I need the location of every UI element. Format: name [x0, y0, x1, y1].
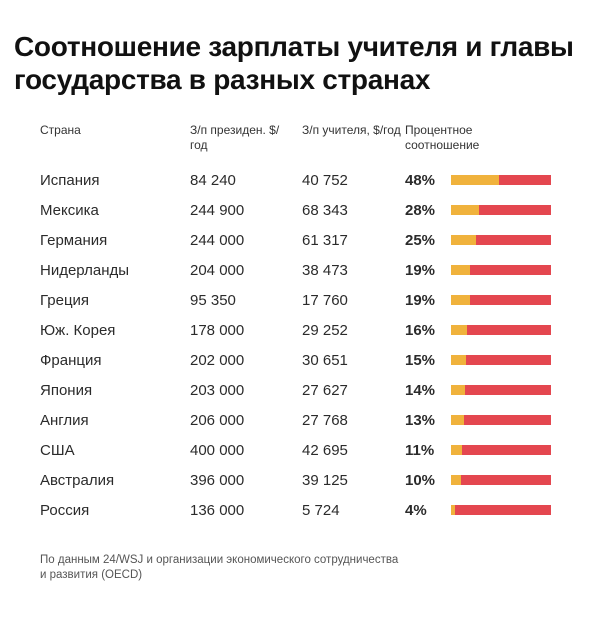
president-salary-cell: 244 900	[190, 202, 245, 219]
header-country: Страна	[40, 123, 81, 137]
percent-cell: 10%	[405, 472, 436, 489]
president-salary-cell: 95 350	[190, 292, 236, 309]
ratio-bar-fill	[451, 175, 499, 185]
president-salary-cell: 400 000	[190, 442, 245, 459]
country-cell: Мексика	[40, 202, 99, 219]
teacher-salary-cell: 27 768	[302, 412, 348, 429]
teacher-salary-cell: 40 752	[302, 172, 348, 189]
table-row: Мексика 244 900 68 343 28%	[0, 196, 590, 226]
country-cell: Греция	[40, 292, 90, 309]
percent-cell: 16%	[405, 322, 436, 339]
ratio-bar	[451, 475, 551, 485]
ratio-bar-fill	[451, 205, 479, 215]
percent-cell: 19%	[405, 262, 436, 279]
ratio-bar	[451, 265, 551, 275]
country-cell: Россия	[40, 502, 90, 519]
table-row: Австралия 396 000 39 125 10%	[0, 466, 590, 496]
ratio-bar-fill	[451, 505, 455, 515]
president-salary-cell: 204 000	[190, 262, 245, 279]
ratio-bar	[451, 415, 551, 425]
ratio-bar	[451, 205, 551, 215]
ratio-bar-fill	[451, 265, 470, 275]
country-cell: Германия	[40, 232, 108, 249]
country-cell: Австралия	[40, 472, 115, 489]
table-row: Япония 203 000 27 627 14%	[0, 376, 590, 406]
percent-cell: 19%	[405, 292, 436, 309]
table-row: Франция 202 000 30 651 15%	[0, 346, 590, 376]
ratio-bar	[451, 505, 551, 515]
teacher-salary-cell: 38 473	[302, 262, 348, 279]
ratio-bar	[451, 235, 551, 245]
teacher-salary-cell: 5 724	[302, 502, 340, 519]
ratio-bar-fill	[451, 355, 466, 365]
president-salary-cell: 178 000	[190, 322, 245, 339]
table-row: Греция 95 350 17 760 19%	[0, 286, 590, 316]
table-row: Германия 244 000 61 317 25%	[0, 226, 590, 256]
teacher-salary-cell: 68 343	[302, 202, 348, 219]
ratio-bar	[451, 175, 551, 185]
percent-cell: 25%	[405, 232, 436, 249]
percent-cell: 11%	[405, 442, 435, 459]
country-cell: Испания	[40, 172, 100, 189]
table-row: Юж. Корея 178 000 29 252 16%	[0, 316, 590, 346]
teacher-salary-cell: 39 125	[302, 472, 348, 489]
percent-cell: 48%	[405, 172, 436, 189]
president-salary-cell: 244 000	[190, 232, 245, 249]
country-cell: Франция	[40, 352, 102, 369]
chart-title: Соотношение зарплаты учителя и главы гос…	[14, 31, 574, 95]
country-cell: США	[40, 442, 75, 459]
teacher-salary-cell: 29 252	[302, 322, 348, 339]
ratio-bar	[451, 295, 551, 305]
teacher-salary-cell: 61 317	[302, 232, 348, 249]
president-salary-cell: 203 000	[190, 382, 245, 399]
table-row: США 400 000 42 695 11%	[0, 436, 590, 466]
teacher-salary-cell: 42 695	[302, 442, 348, 459]
ratio-bar-fill	[451, 295, 470, 305]
percent-cell: 15%	[405, 352, 436, 369]
ratio-bar-fill	[451, 235, 476, 245]
president-salary-cell: 206 000	[190, 412, 245, 429]
header-percent: Процентное соотношение	[405, 123, 480, 152]
teacher-salary-cell: 17 760	[302, 292, 348, 309]
country-cell: Англия	[40, 412, 89, 429]
ratio-bar-fill	[451, 445, 462, 455]
percent-cell: 4%	[405, 502, 427, 519]
ratio-bar-fill	[451, 325, 467, 335]
president-salary-cell: 396 000	[190, 472, 245, 489]
percent-cell: 14%	[405, 382, 436, 399]
ratio-bar	[451, 355, 551, 365]
ratio-bar-fill	[451, 415, 464, 425]
ratio-bar-fill	[451, 475, 461, 485]
ratio-bar	[451, 445, 551, 455]
ratio-bar-fill	[451, 385, 465, 395]
country-cell: Япония	[40, 382, 93, 399]
ratio-bar	[451, 385, 551, 395]
header-teacher-salary: З/п учителя, $/год	[302, 123, 401, 137]
president-salary-cell: 84 240	[190, 172, 236, 189]
country-cell: Юж. Корея	[40, 322, 116, 339]
president-salary-cell: 136 000	[190, 502, 245, 519]
salary-table: Испания 84 240 40 752 48% Мексика 244 900 68 3…	[0, 166, 590, 526]
president-salary-cell: 202 000	[190, 352, 245, 369]
table-row: Англия 206 000 27 768 13%	[0, 406, 590, 436]
header-president-salary: З/п президен. $/год	[190, 123, 280, 152]
teacher-salary-cell: 30 651	[302, 352, 348, 369]
ratio-bar	[451, 325, 551, 335]
country-cell: Нидерланды	[40, 262, 130, 279]
table-row: Испания 84 240 40 752 48%	[0, 166, 590, 196]
table-row: Нидерланды 204 000 38 473 19%	[0, 256, 590, 286]
table-row: Россия 136 000 5 724 4%	[0, 496, 590, 526]
source-note: По данным 24/WSJ и организации экономиче…	[40, 554, 399, 581]
percent-cell: 13%	[405, 412, 436, 429]
percent-cell: 28%	[405, 202, 436, 219]
teacher-salary-cell: 27 627	[302, 382, 348, 399]
